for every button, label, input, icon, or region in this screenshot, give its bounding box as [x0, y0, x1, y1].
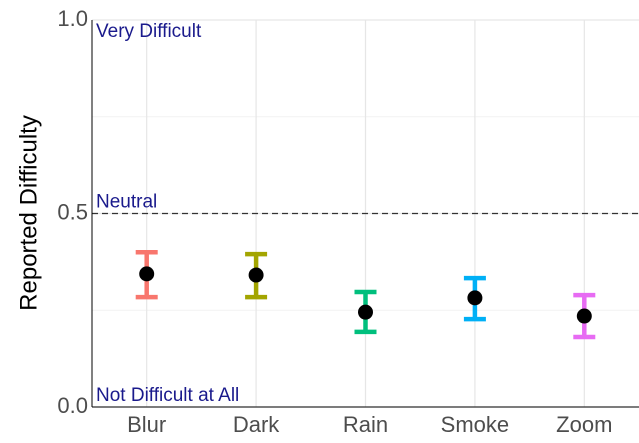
point: [358, 304, 373, 320]
annotation: Neutral: [96, 192, 157, 213]
y-tick-label: 1.0: [57, 6, 88, 31]
x-tick-label: Smoke: [441, 412, 509, 437]
x-tick-label: Blur: [127, 412, 166, 437]
point: [139, 266, 155, 282]
x-tick-label: Dark: [233, 412, 280, 437]
y-axis-label: Reported Difficulty: [15, 115, 42, 311]
point: [248, 267, 264, 283]
x-tick-label: Rain: [343, 412, 388, 437]
annotation: Not Difficult at All: [96, 385, 239, 406]
annotation: Very Difficult: [96, 21, 202, 42]
point: [576, 308, 592, 324]
point: [467, 290, 483, 306]
x-tick-label: Zoom: [556, 412, 612, 437]
y-tick-label: 0.0: [57, 393, 88, 418]
y-tick-label: 0.5: [57, 199, 88, 224]
